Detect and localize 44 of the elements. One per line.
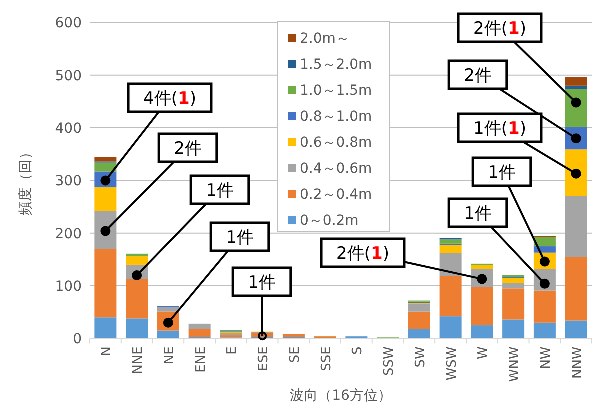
x-tick-label: ESE	[256, 346, 272, 372]
x-tick-label: NNE	[131, 346, 146, 374]
x-tick-label: WSW	[444, 346, 460, 381]
x-tick-label: SW	[413, 346, 428, 368]
annotation: 2件	[464, 66, 492, 86]
legend-label: 0.4～0.6m	[300, 161, 372, 177]
y-axis-title: 頻度（回）	[18, 146, 34, 216]
y-tick-label: 600	[55, 16, 82, 32]
annotation: 1件	[206, 181, 234, 201]
annotation: 4件(1)	[144, 89, 196, 109]
legend-label: 0.8～1.0m	[300, 109, 372, 125]
y-tick-label: 0	[73, 332, 82, 348]
legend-label: 0～0.2m	[300, 213, 359, 229]
annotation: 2件(1)	[336, 244, 390, 264]
x-tick-label: N	[100, 346, 115, 356]
y-tick-label: 200	[55, 226, 82, 242]
x-tick-label: SE	[288, 346, 303, 364]
annotation: 2件	[174, 139, 202, 159]
legend-label: 2.0m～	[300, 31, 350, 47]
x-tick-label: NW	[538, 346, 554, 370]
annotation: 1件	[226, 228, 254, 248]
legend-label: 1.0～1.5m	[300, 83, 372, 99]
y-tick-label: 400	[55, 121, 82, 138]
x-tick-label: E	[225, 346, 240, 355]
x-tick-label: NNW	[570, 346, 586, 380]
x-tick-label: W	[476, 346, 492, 360]
annotation: 2件(1)	[474, 19, 526, 39]
x-tick-label: S	[350, 346, 366, 355]
x-tick-label: ENE	[194, 346, 209, 373]
annotation: 1件(1)	[474, 119, 526, 139]
x-tick-label: SSW	[382, 346, 398, 376]
annotation: 1件	[464, 204, 492, 224]
y-tick-label: 100	[55, 279, 82, 296]
legend-label: 0.2～0.4m	[300, 187, 372, 203]
y-tick-label: 500	[55, 68, 82, 84]
y-tick-label: 300	[55, 174, 82, 190]
annotation: 1件	[488, 163, 516, 183]
legend-label: 1.5～2.0m	[300, 57, 372, 73]
x-tick-label: WNW	[508, 346, 523, 382]
x-tick-label: SSE	[319, 346, 334, 372]
legend-label: 0.6～0.8m	[300, 135, 372, 151]
x-tick-label: NE	[162, 346, 178, 365]
annotation: 1件	[248, 273, 276, 293]
x-axis-title: 波向（16方位）	[290, 388, 392, 404]
